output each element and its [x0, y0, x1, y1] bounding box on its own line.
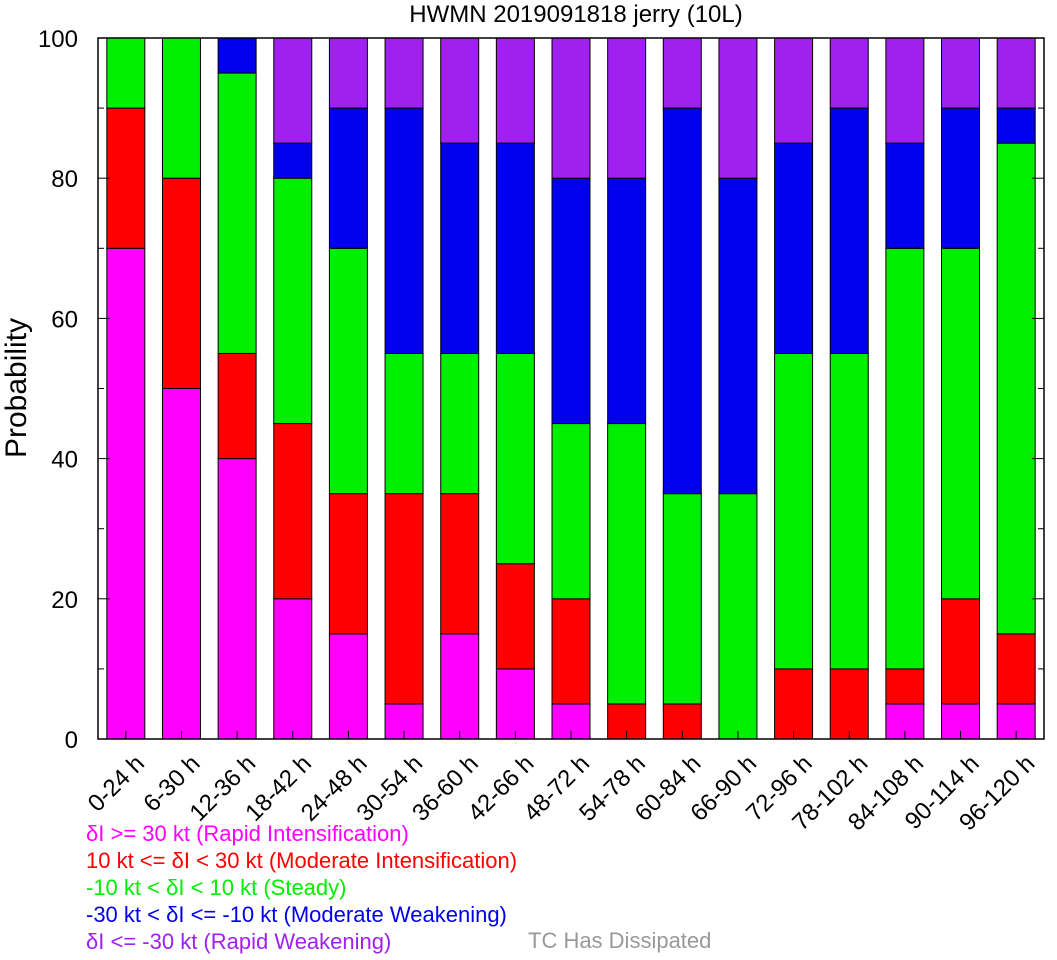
bar-segment	[161, 177, 201, 389]
bar-segment	[217, 72, 257, 354]
bar-segment	[273, 598, 313, 740]
bar-segment	[273, 37, 313, 144]
bar-segment	[440, 37, 480, 144]
bar-segment	[718, 177, 758, 495]
bar-segment	[328, 633, 368, 740]
bar-segment	[106, 37, 146, 109]
bar-segment	[941, 37, 981, 109]
legend-tc-dissipated: TC Has Dissipated	[528, 928, 712, 953]
bar-segment	[885, 142, 925, 249]
y-tick-label: 100	[38, 26, 78, 53]
bar-segment	[996, 633, 1036, 705]
bar-segment	[885, 247, 925, 670]
bar-segment	[217, 352, 257, 460]
bar-segment	[384, 493, 424, 705]
bar-segment	[161, 388, 201, 740]
legend-rapid-weakening: δI <= -30 kt (Rapid Weakening)	[86, 929, 392, 954]
bar-segment	[885, 668, 925, 705]
chart-title: HWMN 2019091818 jerry (10L)	[409, 1, 742, 28]
bar-segment	[495, 352, 535, 565]
bar-segment	[328, 107, 368, 249]
bar-segment	[161, 37, 201, 179]
bar-segment	[774, 142, 814, 354]
bar-segment	[328, 37, 368, 109]
bar-segment	[885, 37, 925, 144]
bar-segment	[551, 598, 591, 705]
bar-segment	[996, 37, 1036, 109]
bar-segment	[829, 352, 869, 670]
bar-segment	[384, 37, 424, 109]
legend-rapid-intensification: δI >= 30 kt (Rapid Intensification)	[86, 821, 409, 846]
bar-segment	[217, 458, 257, 740]
bar-segment	[273, 423, 313, 600]
bar-segment	[829, 668, 869, 740]
legend-moderate-intensification: 10 kt <= δI < 30 kt (Moderate Intensific…	[86, 848, 518, 873]
y-axis-label: Probability	[0, 318, 33, 458]
bar-segment	[996, 142, 1036, 635]
bar-segment	[328, 247, 368, 495]
bar-segment	[384, 107, 424, 354]
bar-segment	[829, 37, 869, 109]
bar-segment	[384, 352, 424, 495]
bar-segment	[551, 37, 591, 179]
bar-segment	[662, 493, 702, 705]
bar-segment	[273, 142, 313, 179]
bar-segment	[106, 247, 146, 740]
bar-segment	[941, 107, 981, 249]
bar-segment	[774, 668, 814, 740]
bar-segment	[440, 352, 480, 495]
bar-segment	[774, 352, 814, 670]
bar-segment	[440, 142, 480, 354]
bar-segment	[273, 177, 313, 425]
legend-steady: -10 kt < δI < 10 kt (Steady)	[86, 875, 347, 900]
bar-segment	[495, 142, 535, 354]
bar-segment	[662, 37, 702, 109]
bar-segment	[495, 37, 535, 144]
bar-segment	[328, 493, 368, 635]
bar-segment	[996, 107, 1036, 144]
bar-segment	[495, 668, 535, 740]
bar-segment	[440, 633, 480, 740]
bar-segment	[718, 493, 758, 740]
bar-segment	[829, 107, 869, 354]
bar-segment	[551, 177, 591, 425]
bar-segment	[941, 598, 981, 705]
bar-segment	[941, 247, 981, 600]
legend-moderate-weakening: -30 kt < δI <= -10 kt (Moderate Weakenin…	[86, 902, 507, 927]
bar-segment	[106, 107, 146, 249]
bar-segment	[495, 563, 535, 670]
y-tick-label: 80	[51, 166, 78, 193]
bar-segment	[551, 423, 591, 600]
x-tick-label: 0-24 h	[83, 750, 150, 817]
bar-segment	[662, 107, 702, 495]
y-tick-label: 60	[51, 306, 78, 333]
y-tick-label: 20	[51, 587, 78, 614]
bars-layer	[106, 37, 1036, 740]
bar-segment	[718, 37, 758, 179]
bar-segment	[774, 37, 814, 144]
bar-segment	[607, 37, 647, 179]
y-tick-label: 0	[65, 727, 78, 754]
y-tick-label: 40	[51, 447, 78, 474]
bar-segment	[217, 37, 257, 74]
bar-segment	[440, 493, 480, 635]
bar-segment	[607, 177, 647, 425]
legend: δI >= 30 kt (Rapid Intensification) 10 k…	[86, 820, 517, 955]
bar-segment	[607, 423, 647, 705]
